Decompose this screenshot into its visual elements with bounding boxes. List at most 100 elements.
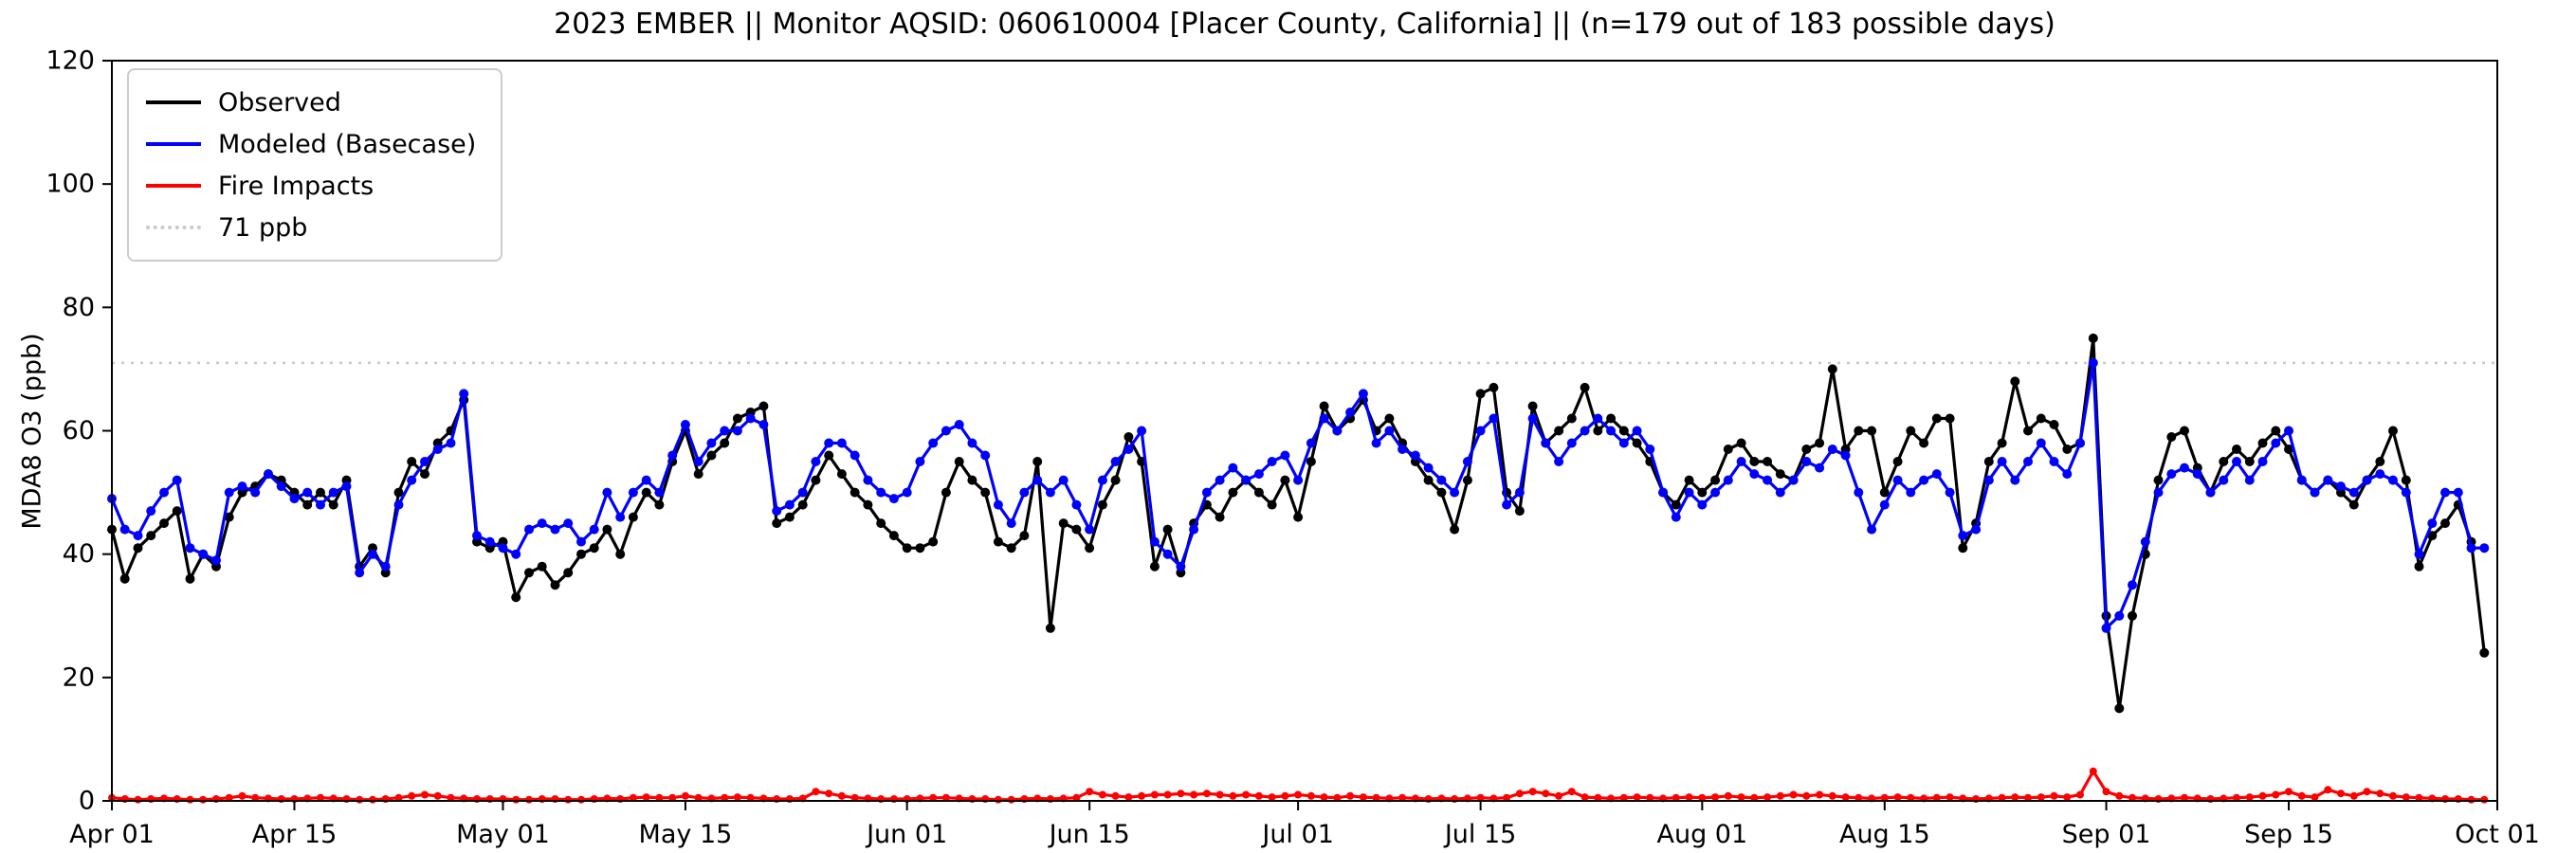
- series-marker-fire-impacts: [629, 793, 637, 802]
- series-marker-fire-impacts: [655, 793, 664, 802]
- series-marker-fire-impacts: [1893, 793, 1902, 802]
- series-marker-observed: [1319, 401, 1329, 411]
- series-marker-modeled-basecase: [1827, 445, 1837, 454]
- series-marker-modeled-basecase: [967, 438, 977, 448]
- series-marker-fire-impacts: [1215, 790, 1224, 799]
- series-marker-observed: [1293, 512, 1304, 522]
- legend-line-sample: [146, 142, 201, 146]
- series-marker-observed: [797, 499, 808, 510]
- series-marker-fire-impacts: [2415, 793, 2423, 802]
- series-marker-fire-impacts: [421, 790, 429, 799]
- series-marker-modeled-basecase: [1502, 499, 1512, 510]
- series-marker-modeled-basecase: [1788, 475, 1799, 485]
- series-marker-fire-impacts: [694, 793, 703, 802]
- series-marker-fire-impacts: [2102, 788, 2110, 796]
- series-marker-fire-impacts: [668, 793, 677, 802]
- series-marker-observed: [2049, 420, 2059, 429]
- series-marker-modeled-basecase: [2336, 481, 2346, 492]
- series-marker-fire-impacts: [1007, 795, 1015, 804]
- series-marker-modeled-basecase: [524, 524, 534, 535]
- series-marker-modeled-basecase: [1684, 487, 1694, 498]
- series-marker-modeled-basecase: [1815, 463, 1825, 473]
- series-marker-observed: [1854, 426, 1864, 436]
- series-marker-observed: [1606, 413, 1617, 424]
- series-marker-observed: [2088, 333, 2098, 343]
- series-marker-modeled-basecase: [720, 426, 730, 436]
- series-marker-fire-impacts: [1359, 793, 1367, 802]
- series-marker-modeled-basecase: [784, 499, 795, 510]
- series-marker-modeled-basecase: [2296, 475, 2307, 485]
- series-marker-modeled-basecase: [1462, 457, 1472, 466]
- series-marker-modeled-basecase: [1267, 457, 1277, 466]
- series-marker-observed: [602, 524, 612, 535]
- series-marker-observed: [784, 512, 795, 522]
- series-marker-fire-impacts: [2258, 791, 2267, 800]
- series-marker-modeled-basecase: [550, 524, 560, 535]
- series-marker-observed: [641, 487, 651, 498]
- series-marker-modeled-basecase: [1867, 524, 1877, 535]
- series-marker-observed: [302, 499, 313, 510]
- series-marker-observed: [1384, 413, 1395, 424]
- series-marker-modeled-basecase: [602, 487, 612, 498]
- y-tick-label: 100: [46, 170, 95, 199]
- series-marker-fire-impacts: [1633, 793, 1641, 802]
- series-marker-modeled-basecase: [211, 555, 221, 566]
- series-marker-modeled-basecase: [1514, 487, 1525, 498]
- series-marker-modeled-basecase: [876, 487, 886, 498]
- series-marker-modeled-basecase: [2362, 475, 2372, 485]
- series-marker-observed: [2348, 499, 2359, 510]
- series-marker-modeled-basecase: [954, 420, 964, 429]
- series-marker-modeled-basecase: [1436, 475, 1447, 485]
- series-marker-fire-impacts: [1907, 793, 1915, 802]
- series-marker-observed: [1710, 475, 1721, 485]
- series-marker-observed: [2401, 475, 2411, 485]
- series-marker-observed: [1423, 475, 1434, 485]
- series-marker-modeled-basecase: [237, 481, 247, 492]
- series-marker-modeled-basecase: [1110, 457, 1121, 466]
- series-marker-observed: [1906, 426, 1916, 436]
- series-marker-observed: [628, 512, 638, 522]
- series-marker-observed: [1697, 487, 1708, 498]
- series-marker-modeled-basecase: [2427, 518, 2438, 529]
- series-marker-modeled-basecase: [915, 457, 925, 466]
- legend-item: Fire Impacts: [146, 165, 476, 207]
- x-tick-label: Apr 15: [252, 820, 338, 849]
- series-marker-modeled-basecase: [1149, 536, 1160, 547]
- series-marker-modeled-basecase: [1280, 450, 1290, 461]
- series-marker-observed: [420, 469, 429, 480]
- series-marker-fire-impacts: [1711, 793, 1720, 802]
- series-marker-modeled-basecase: [1398, 445, 1408, 454]
- series-marker-modeled-basecase: [250, 487, 261, 498]
- series-marker-observed: [1253, 487, 1264, 498]
- series-marker-modeled-basecase: [498, 543, 508, 554]
- series-marker-fire-impacts: [1854, 793, 1863, 802]
- series-marker-observed: [1892, 457, 1903, 466]
- series-marker-modeled-basecase: [628, 487, 638, 498]
- series-marker-modeled-basecase: [484, 536, 495, 547]
- series-marker-observed: [1919, 438, 1929, 448]
- series-marker-observed: [1815, 438, 1825, 448]
- y-tick-label: 0: [79, 787, 95, 816]
- series-marker-fire-impacts: [1567, 788, 1576, 796]
- x-tick-label: Oct 01: [2455, 820, 2540, 849]
- series-marker-modeled-basecase: [2244, 475, 2255, 485]
- series-marker-observed: [159, 518, 169, 529]
- series-marker-fire-impacts: [1515, 789, 1524, 798]
- series-marker-fire-impacts: [2297, 791, 2306, 800]
- x-tick-label: May 01: [456, 820, 550, 849]
- series-marker-fire-impacts: [2272, 790, 2280, 799]
- series-marker-modeled-basecase: [224, 487, 234, 498]
- series-marker-fire-impacts: [2480, 795, 2489, 804]
- legend-label: 71 ppb: [218, 212, 308, 243]
- series-marker-observed: [1554, 426, 1564, 436]
- series-marker-modeled-basecase: [198, 549, 209, 559]
- series-marker-modeled-basecase: [1566, 438, 1577, 448]
- series-marker-observed: [2219, 457, 2229, 466]
- series-marker-fire-impacts: [1698, 793, 1707, 802]
- series-marker-modeled-basecase: [2401, 487, 2411, 498]
- series-marker-fire-impacts: [1528, 788, 1537, 796]
- series-marker-fire-impacts: [1111, 791, 1120, 800]
- series-marker-modeled-basecase: [1371, 438, 1381, 448]
- series-marker-modeled-basecase: [2388, 475, 2398, 485]
- series-marker-modeled-basecase: [1241, 475, 1251, 485]
